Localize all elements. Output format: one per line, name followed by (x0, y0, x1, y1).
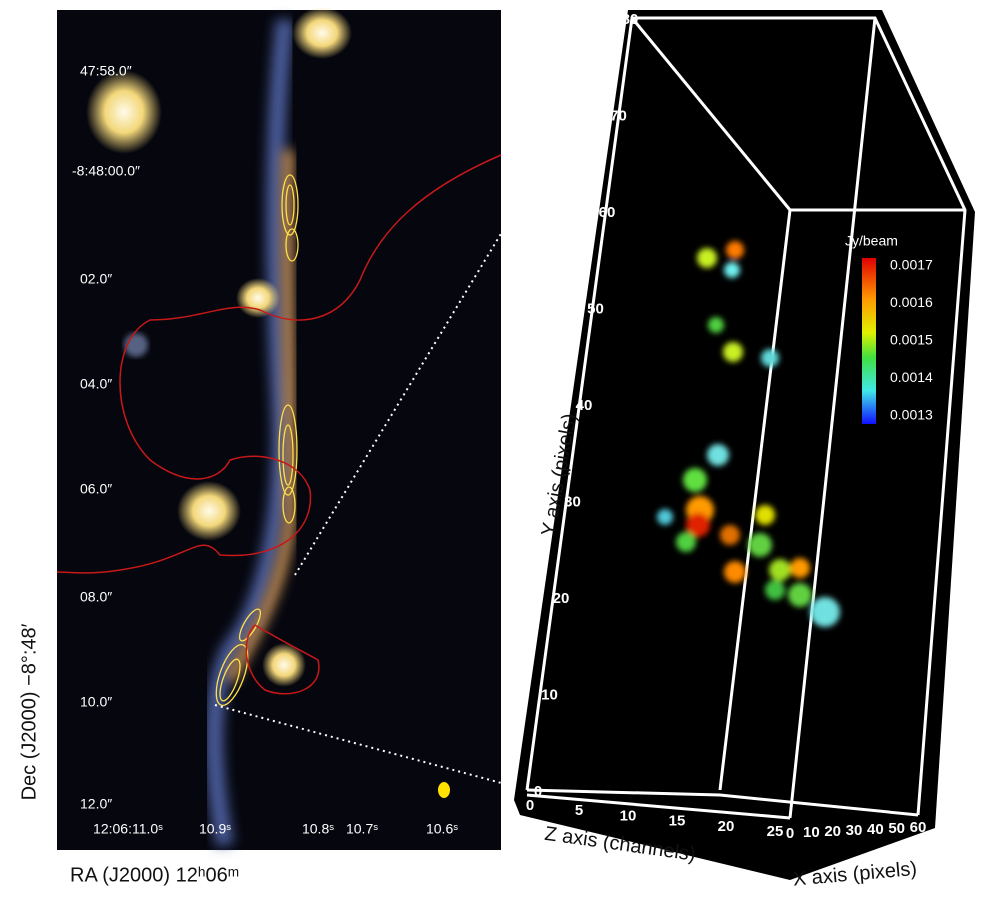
y-tick-label: 0 (534, 783, 542, 800)
dec-tick-label: 06.0″ (80, 481, 112, 497)
z-tick-labels: 0 5 10 15 20 25 (526, 797, 784, 840)
x-tick-label: 50 (888, 820, 905, 837)
y-tick-label: 80 (622, 11, 639, 28)
zoom-line (294, 19, 631, 576)
x-tick-label: 20 (824, 823, 841, 840)
colorbar-tick-label: 0.0017 (890, 257, 933, 273)
dec-axis-label: Dec (J2000) −8°:48′ (18, 623, 40, 800)
z-tick-label: 10 (620, 807, 637, 824)
x-tick-label: 10 (803, 824, 820, 841)
x-tick-label: 30 (846, 822, 863, 839)
colorbar-tick-label: 0.0013 (890, 407, 933, 423)
x-tick-label: 40 (867, 821, 884, 838)
x-tick-label: 0 (786, 825, 794, 842)
z-tick-label: 20 (718, 818, 735, 835)
cube (514, 10, 975, 880)
z-tick-label: 0 (526, 797, 534, 814)
ra-tick-label: 12:06:11.0ˢ (93, 821, 163, 837)
colorbar-tick-label: 0.0016 (890, 294, 933, 310)
dec-tick-label: 10.0″ (80, 694, 112, 710)
y-tick-label: 20 (553, 590, 570, 607)
dec-tick-label: 47:58.0″ (80, 63, 132, 79)
y-tick-labels: 0 10 20 30 40 50 60 70 80 (534, 11, 639, 800)
z-tick-label: 15 (669, 813, 686, 830)
colorbar (862, 258, 876, 424)
dec-tick-label: 02.0″ (80, 271, 112, 287)
y-tick-label: 10 (541, 686, 558, 703)
dec-tick-labels: 47:58.0″ -8:48:00.0″ 02.0″ 04.0″ 06.0″ 08.0″ 1… (72, 63, 140, 812)
x-tick-labels: 0 10 20 30 40 50 60 (786, 819, 927, 842)
colorbar-tick-labels: 0.0017 0.0016 0.0015 0.0014 0.0013 (890, 257, 933, 423)
ra-tick-label: 10.6ˢ (426, 821, 458, 837)
y-tick-label: 50 (587, 300, 604, 317)
dec-tick-label: 04.0″ (80, 376, 112, 392)
ra-tick-label: 10.8ˢ (302, 821, 334, 837)
ra-tick-label: 10.9ˢ (199, 821, 231, 837)
sky-image (56, 7, 502, 850)
colorbar-tick-label: 0.0014 (890, 369, 933, 385)
colorbar-tick-label: 0.0015 (890, 332, 933, 348)
y-tick-label: 30 (564, 493, 581, 510)
ra-axis-label: RA (J2000) 12ʰ06ᵐ (70, 864, 239, 886)
dec-tick-label: -8:48:00.0″ (72, 163, 140, 179)
dec-tick-label: 08.0″ (80, 589, 112, 605)
y-tick-label: 70 (610, 107, 627, 124)
x-tick-label: 60 (910, 819, 927, 836)
colorbar-title: Jy/beam (845, 233, 898, 249)
dec-tick-label: 12.0″ (80, 796, 112, 812)
y-tick-label: 60 (599, 204, 616, 221)
ra-tick-label: 10.7ˢ (346, 821, 378, 837)
z-tick-label: 25 (767, 823, 784, 840)
z-tick-label: 5 (575, 802, 583, 819)
y-tick-label: 40 (576, 397, 593, 414)
ra-tick-labels: 12:06:11.0ˢ 10.9ˢ 10.8ˢ 10.7ˢ 10.6ˢ (93, 821, 458, 837)
